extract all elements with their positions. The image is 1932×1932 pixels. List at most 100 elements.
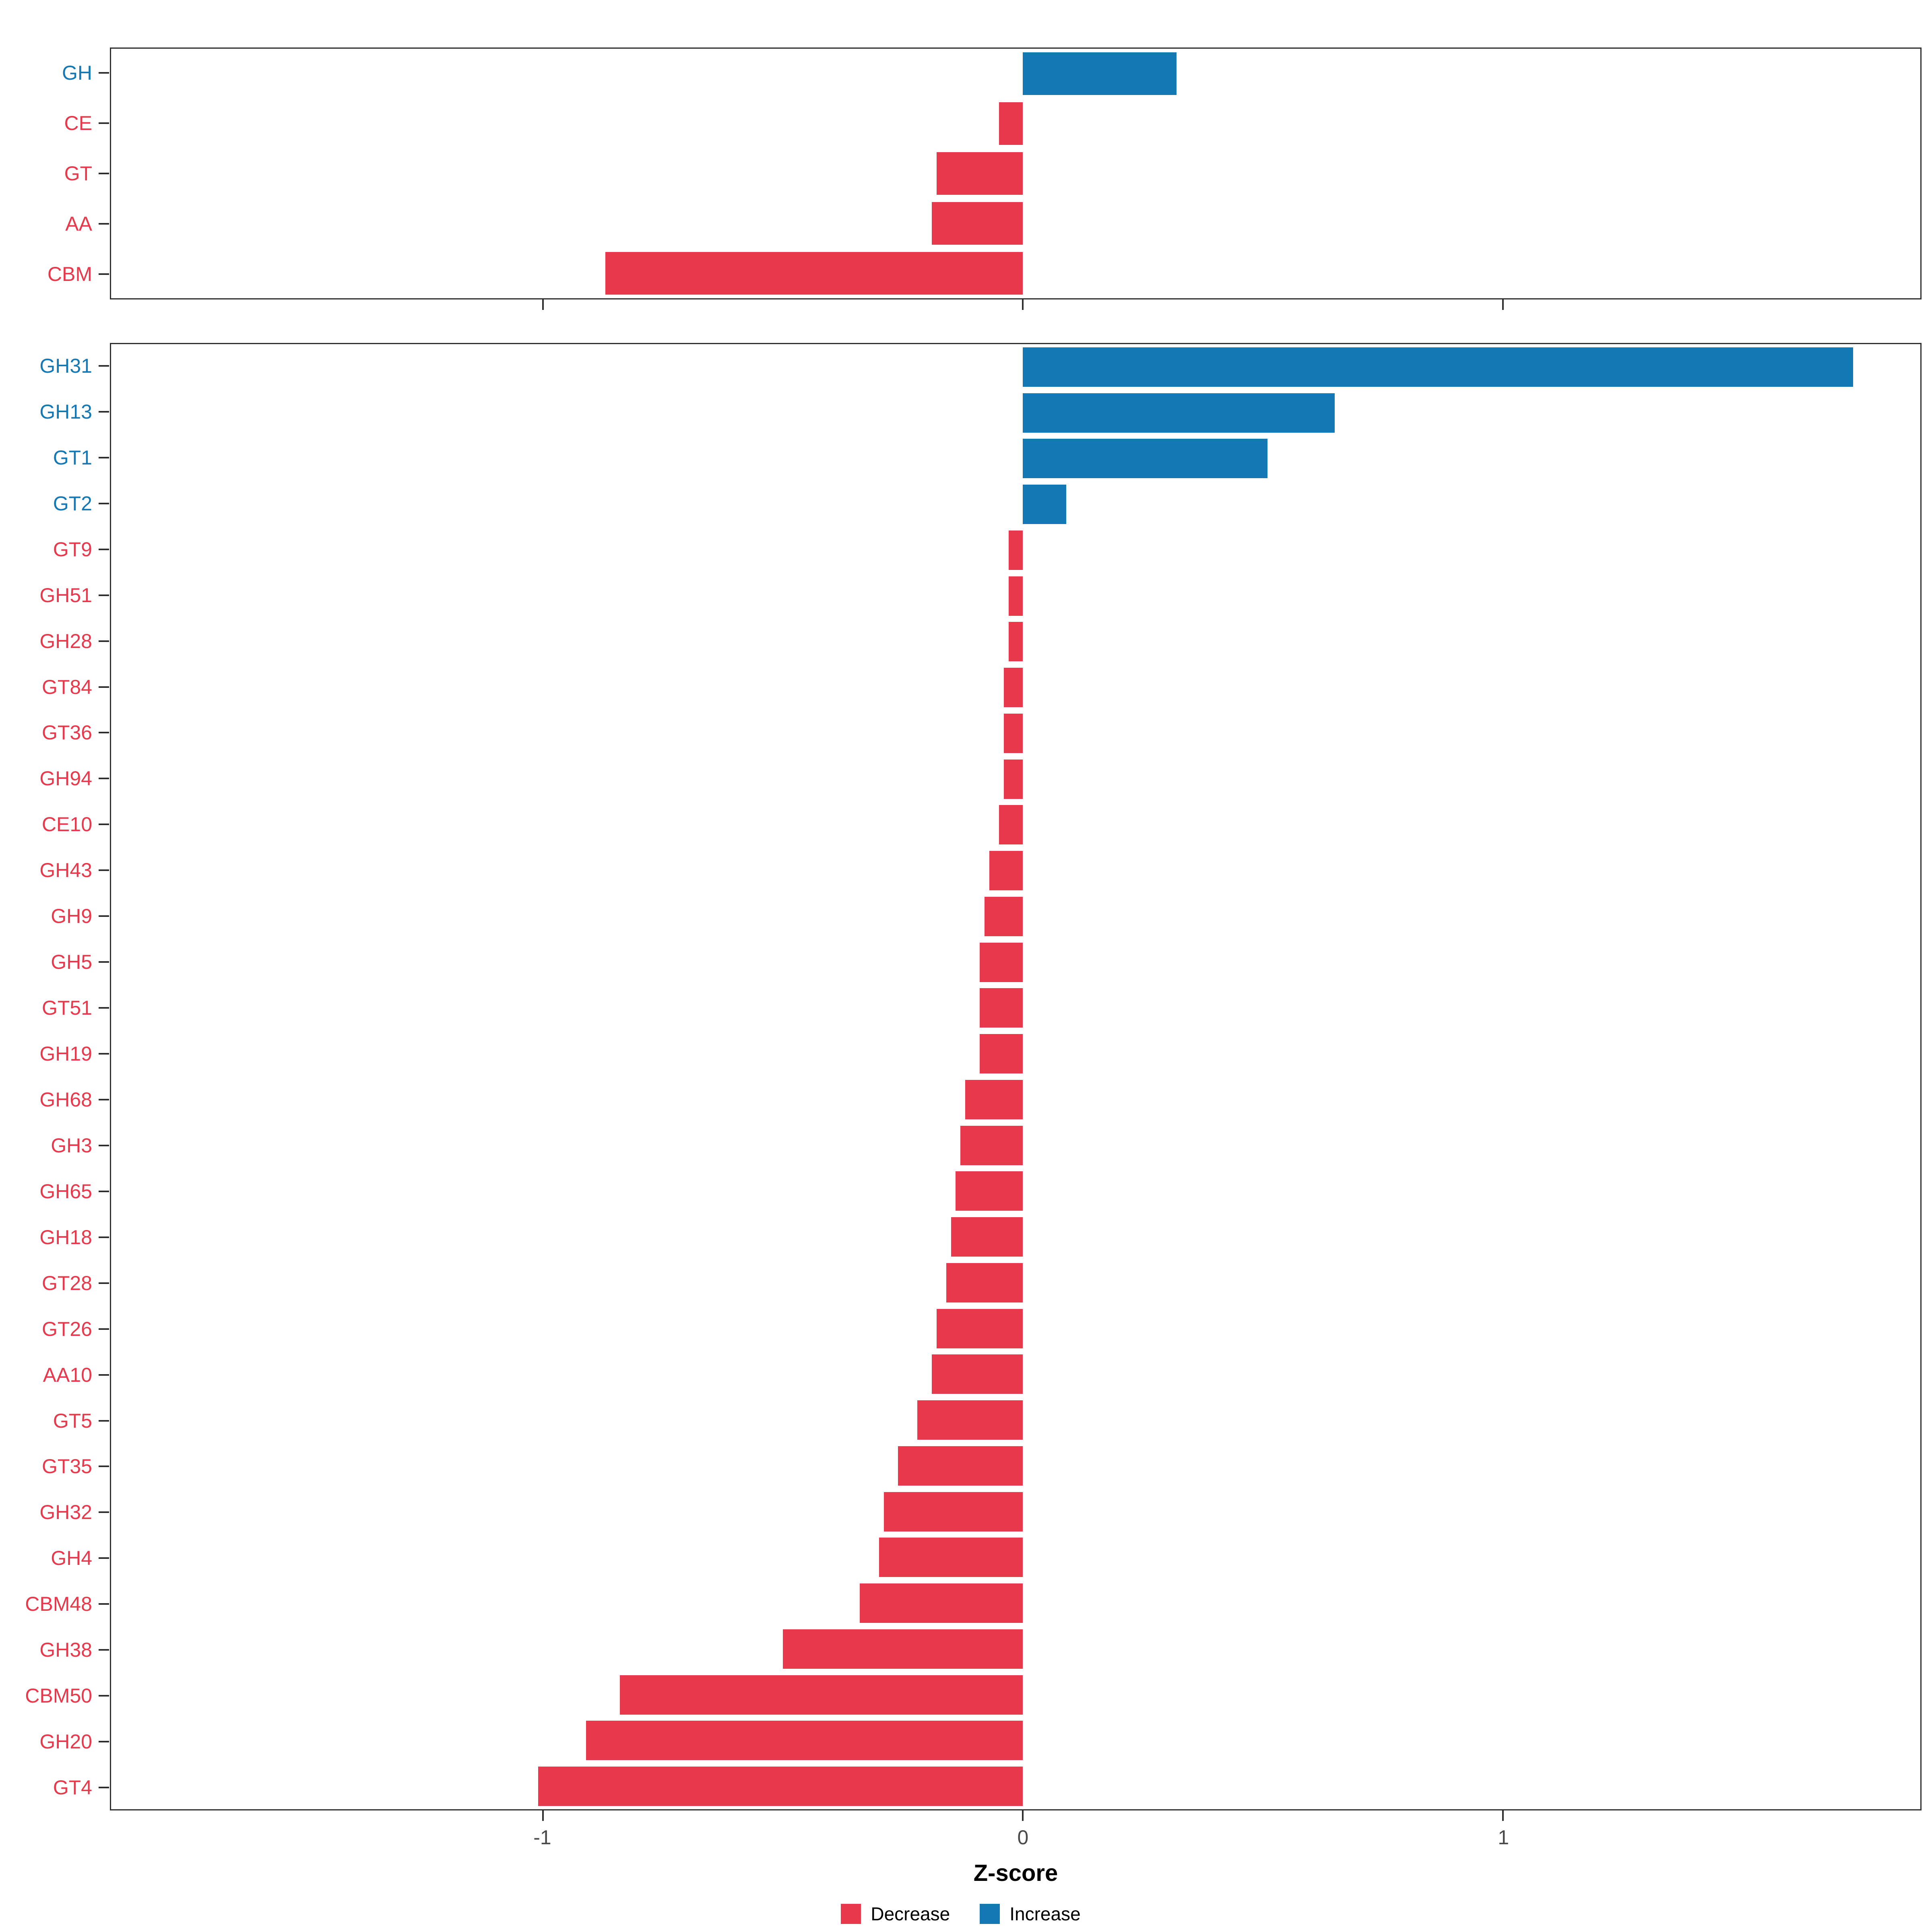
panel-bottom: GH31 GH13 GT1 GT2 GT9 GH51 GH28 GT84 GT36 GH94 CE1…: [0, 343, 1922, 1821]
y-tick-mark: [99, 640, 109, 642]
bar-GH13: [1023, 393, 1335, 433]
y-tick-mark: [99, 365, 109, 367]
y-tick-mark: [99, 594, 109, 596]
bar-row-CBM48: [111, 1580, 1920, 1626]
x-tick-mark: [542, 299, 544, 310]
bar-AA10: [931, 1354, 1023, 1394]
bar-row-GH65: [111, 1168, 1920, 1214]
y-tick-mark: [99, 1282, 109, 1284]
y-label-text: GH94: [39, 767, 92, 790]
bar-row-GH13: [111, 390, 1920, 436]
bar-row-GT36: [111, 710, 1920, 756]
y-tick-mark: [99, 1053, 109, 1055]
bar-row-GH5: [111, 939, 1920, 985]
y-label-GH43: GH43: [0, 847, 110, 893]
bar-row-GT84: [111, 665, 1920, 710]
bar-GH9: [985, 896, 1023, 936]
legend-row: Decrease Increase: [0, 1892, 1922, 1932]
y-label-text: GH5: [51, 951, 92, 974]
bar-GT84: [1003, 668, 1023, 708]
y-tick-mark: [99, 173, 109, 174]
plot-area-top: [111, 49, 1920, 298]
y-tick-mark: [99, 1603, 109, 1605]
y-label-GH: GH: [0, 47, 110, 98]
bar-row-GT28: [111, 1260, 1920, 1306]
bar-CBM: [605, 252, 1023, 295]
y-label-GH32: GH32: [0, 1489, 110, 1535]
y-label-text: GH38: [39, 1639, 92, 1662]
bar-row-GH94: [111, 756, 1920, 802]
y-label-GT2: GT2: [0, 481, 110, 526]
y-label-GT84: GT84: [0, 664, 110, 710]
y-label-GH5: GH5: [0, 939, 110, 985]
y-label-text: GH65: [39, 1180, 92, 1203]
bar-row-GT5: [111, 1397, 1920, 1443]
bar-GT: [936, 152, 1023, 195]
bar-GH43: [989, 851, 1023, 891]
y-tick-mark: [99, 1741, 109, 1743]
y-label-GT1: GT1: [0, 435, 110, 481]
y-label-GH3: GH3: [0, 1123, 110, 1168]
y-tick-mark: [99, 548, 109, 550]
y-label-text: GH19: [39, 1042, 92, 1065]
y-label-GH51: GH51: [0, 572, 110, 618]
bar-row-GH31: [111, 344, 1920, 390]
bar-row-CE10: [111, 802, 1920, 848]
bar-row-GT1: [111, 436, 1920, 482]
x-axis-title-row: Z-score: [0, 1855, 1922, 1892]
y-label-text: CBM48: [25, 1593, 92, 1616]
axis-spacer: [0, 1810, 110, 1855]
bar-GH28: [1008, 622, 1023, 662]
bar-row-GT35: [111, 1443, 1920, 1489]
y-label-GH68: GH68: [0, 1077, 110, 1123]
y-label-text: CE: [64, 111, 92, 134]
y-label-text: GH28: [39, 630, 92, 652]
x-ticks-bottom: [111, 1809, 1920, 1822]
y-axis-labels-top: GH CE GT AA CBM: [0, 47, 110, 299]
y-tick-mark: [99, 1787, 109, 1789]
legend: Decrease Increase: [0, 1903, 1922, 1925]
y-tick-mark: [99, 732, 109, 734]
x-axis-labels-row: -1 0 1: [0, 1810, 1922, 1855]
y-label-GH4: GH4: [0, 1535, 110, 1581]
y-tick-mark: [99, 1098, 109, 1100]
y-label-text: CBM50: [25, 1684, 92, 1707]
y-tick-mark: [99, 1144, 109, 1146]
y-tick-mark: [99, 869, 109, 871]
y-label-CBM48: CBM48: [0, 1581, 110, 1627]
y-label-text: GT: [64, 162, 92, 185]
y-label-text: GH32: [39, 1501, 92, 1524]
x-tick-label: 0: [1017, 1826, 1029, 1849]
y-label-text: GH9: [51, 905, 92, 928]
bar-row-CBM50: [111, 1672, 1920, 1718]
x-axis-title: Z-score: [973, 1860, 1058, 1886]
bar-row-GH18: [111, 1214, 1920, 1260]
y-label-text: GT26: [41, 1317, 92, 1340]
y-label-CBM50: CBM50: [0, 1673, 110, 1719]
y-label-AA10: AA10: [0, 1352, 110, 1398]
y-tick-mark: [99, 1374, 109, 1376]
y-label-GT9: GT9: [0, 526, 110, 572]
y-label-text: GT51: [41, 997, 92, 1020]
y-tick-mark: [99, 824, 109, 826]
bar-row-GH51: [111, 573, 1920, 619]
y-tick-mark: [99, 1466, 109, 1468]
bar-row-AA10: [111, 1352, 1920, 1397]
y-label-text: GT28: [41, 1271, 92, 1294]
bar-row-GH3: [111, 1123, 1920, 1168]
y-label-text: CE10: [41, 813, 92, 836]
y-label-GH31: GH31: [0, 343, 110, 389]
bar-GH94: [1003, 759, 1023, 799]
legend-swatch-increase: [980, 1904, 1000, 1924]
bar-GT35: [898, 1446, 1023, 1486]
x-tick-mark: [1022, 1810, 1024, 1821]
bar-row-GH68: [111, 1077, 1920, 1123]
y-label-text: GH13: [39, 400, 92, 423]
bar-GT2: [1023, 485, 1066, 524]
y-tick-mark: [99, 1007, 109, 1009]
y-label-GH9: GH9: [0, 893, 110, 939]
axis-spacer: [0, 1855, 110, 1892]
y-label-text: GT84: [41, 675, 92, 698]
bar-GH4: [879, 1538, 1023, 1577]
